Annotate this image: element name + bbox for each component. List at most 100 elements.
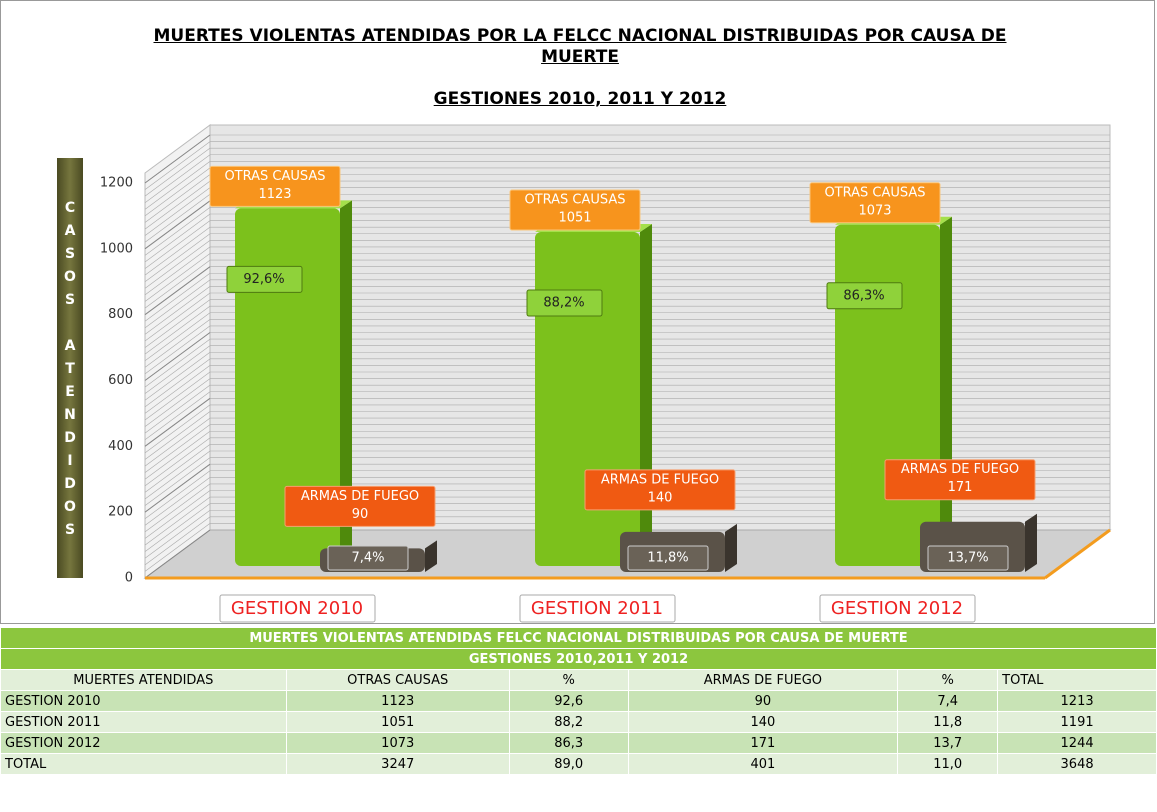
minor-grid-line <box>144 510 211 559</box>
value-label-box <box>884 459 1036 501</box>
minor-grid-line <box>144 154 211 203</box>
x-tick-label: GESTION 2011 <box>531 598 663 619</box>
minor-grid-line <box>144 259 211 309</box>
minor-grid-line <box>144 286 211 335</box>
series-label: OTRAS CAUSAS <box>824 185 925 200</box>
bar-side <box>940 216 952 566</box>
minor-grid-line <box>144 378 211 427</box>
minor-grid-line <box>144 194 211 243</box>
minor-grid-line <box>144 345 211 394</box>
y-tick-label: 1200 <box>100 176 133 191</box>
table-cell: 1244 <box>997 732 1157 754</box>
value-label-box <box>584 469 736 511</box>
minor-grid-line <box>144 358 211 408</box>
minor-grid-line <box>144 496 211 546</box>
minor-grid-line <box>144 319 211 368</box>
minor-grid-line <box>144 180 211 230</box>
minor-grid-line <box>144 371 211 421</box>
minor-grid-line <box>144 503 211 552</box>
minor-grid-line <box>144 292 211 342</box>
table-cell: 7,4 <box>897 690 999 712</box>
series-label: OTRAS CAUSAS <box>224 169 325 184</box>
minor-grid-line <box>144 437 211 487</box>
table-title: MUERTES VIOLENTAS ATENDIDAS FELCC NACION… <box>0 627 1157 649</box>
table-cell: GESTION 2011 <box>0 711 287 733</box>
series-label: ARMAS DE FUEGO <box>301 489 419 504</box>
column-header: TOTAL <box>997 669 1157 691</box>
value-label-box <box>284 485 436 527</box>
table-cell: GESTION 2010 <box>0 690 287 712</box>
table-cell: 1073 <box>285 732 510 754</box>
minor-grid-line <box>144 457 211 506</box>
chart: 0 200 400 600 800 1000 1200 OTRAS CAUSAS 1123 92,… <box>100 124 1112 623</box>
value-label: 171 <box>948 480 973 495</box>
percent-label: 86,3% <box>843 288 884 303</box>
minor-grid-line <box>144 431 211 480</box>
grid-line <box>144 266 211 316</box>
minor-grid-line <box>144 411 211 460</box>
minor-grid-line <box>144 253 211 302</box>
chart-frame <box>0 0 1155 624</box>
minor-grid-line <box>144 352 211 401</box>
value-label-box <box>809 182 941 224</box>
table-cell: 171 <box>627 732 899 754</box>
minor-grid-line <box>144 477 211 526</box>
minor-grid-line <box>144 483 211 533</box>
minor-grid-line <box>144 325 211 375</box>
minor-grid-line <box>144 207 211 256</box>
minor-grid-line <box>144 444 211 493</box>
bar <box>535 232 640 566</box>
minor-grid-line <box>144 167 211 217</box>
minor-grid-line <box>144 417 211 467</box>
column-header: % <box>897 669 999 691</box>
minor-grid-line <box>144 365 211 414</box>
value-label-box <box>509 189 641 231</box>
column-header: ARMAS DE FUEGO <box>627 669 899 691</box>
table-cell: 86,3 <box>508 732 629 754</box>
minor-grid-line <box>144 404 211 454</box>
value-label-box <box>209 165 341 207</box>
percent-label-box <box>927 545 1009 571</box>
value-label: 90 <box>352 507 369 522</box>
table-cell: 89,0 <box>508 753 629 775</box>
percent-label-box <box>826 282 903 310</box>
minor-grid-line <box>144 279 211 329</box>
minor-grid-line <box>144 174 211 223</box>
percent-label-box <box>327 545 409 571</box>
grid-line <box>144 397 211 447</box>
table-header-row: MUERTES VIOLENTAS ATENDIDAS FELCC NACION… <box>0 627 1157 649</box>
minor-grid-line <box>144 312 211 361</box>
value-label: 140 <box>648 490 673 505</box>
minor-grid-line <box>144 213 211 263</box>
bar-side <box>640 224 652 566</box>
percent-label: 88,2% <box>543 296 584 311</box>
minor-grid-line <box>144 246 211 296</box>
table-cell: 140 <box>627 711 899 733</box>
minor-grid-line <box>144 187 211 236</box>
minor-grid-line <box>144 161 211 210</box>
table-cell: 92,6 <box>508 690 629 712</box>
bar <box>835 224 940 566</box>
grid-line <box>144 463 211 513</box>
category-box <box>219 594 376 623</box>
table-column-row: MUERTES ATENDIDAS OTRAS CAUSAS% ARMAS DE F… <box>0 669 1157 691</box>
minor-grid-line <box>144 490 211 539</box>
minor-grid-line <box>144 391 211 440</box>
table-cell: 11,0 <box>897 753 999 775</box>
minor-grid-line <box>144 338 211 388</box>
minor-grid-line <box>144 470 211 519</box>
table-cell: 1213 <box>997 690 1157 712</box>
bar-side <box>340 200 352 567</box>
minor-grid-line <box>144 220 211 269</box>
value-label: 1051 <box>558 211 591 226</box>
side-wall <box>144 124 211 579</box>
x-tick-label: GESTION 2012 <box>831 598 963 619</box>
category-box <box>819 594 976 623</box>
grid-line <box>144 200 211 250</box>
y-tick-label: 0 <box>125 571 133 586</box>
table-header-row: GESTIONES 2010,2011 Y 2012 <box>0 648 1157 670</box>
series-label: OTRAS CAUSAS <box>524 193 625 208</box>
minor-grid-line <box>144 240 211 289</box>
percent-label: 7,4% <box>351 551 384 566</box>
table-subtitle: GESTIONES 2010,2011 Y 2012 <box>0 648 1157 670</box>
